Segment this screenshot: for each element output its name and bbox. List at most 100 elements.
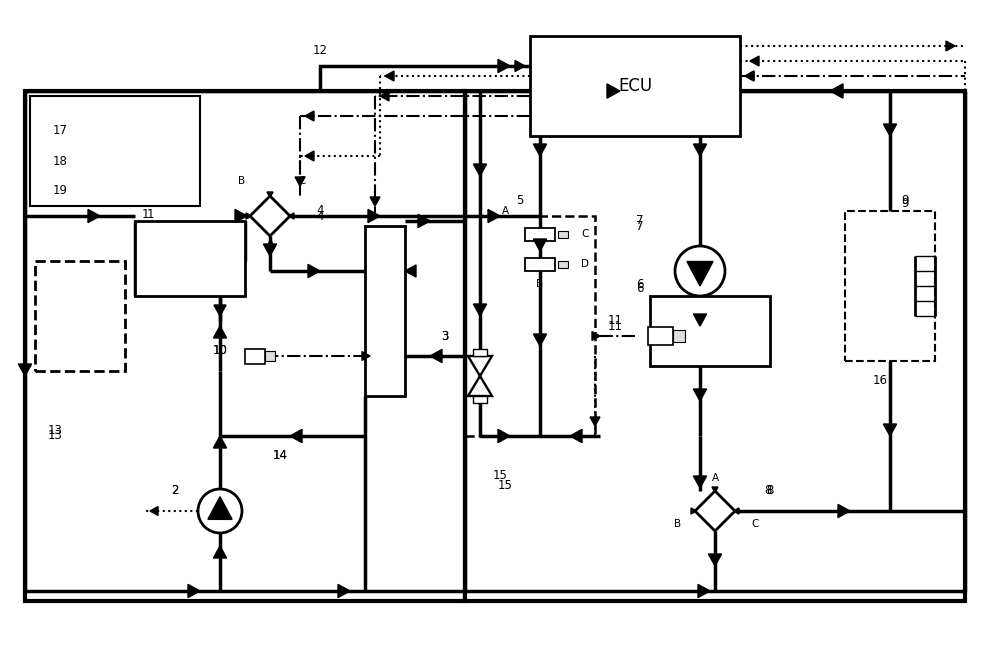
Polygon shape	[188, 584, 200, 598]
Text: 14: 14	[272, 449, 288, 462]
Text: 9: 9	[901, 197, 909, 209]
Polygon shape	[570, 430, 582, 443]
Text: 4: 4	[316, 209, 324, 222]
Bar	[525, 228, 555, 241]
Text: 11: 11	[608, 314, 622, 327]
Polygon shape	[405, 265, 416, 277]
Polygon shape	[88, 209, 100, 222]
Polygon shape	[305, 151, 314, 161]
Polygon shape	[533, 144, 547, 156]
Polygon shape	[745, 71, 754, 81]
Text: 6: 6	[636, 277, 644, 291]
Polygon shape	[607, 84, 620, 98]
Bar	[473, 396, 487, 403]
Polygon shape	[250, 196, 290, 236]
Polygon shape	[18, 364, 32, 376]
Polygon shape	[288, 213, 294, 219]
Text: A: A	[711, 473, 719, 483]
Bar	[30, 96, 200, 206]
Polygon shape	[214, 305, 226, 316]
Text: C: C	[298, 176, 306, 186]
Polygon shape	[308, 264, 320, 277]
Text: 1: 1	[141, 207, 149, 220]
Polygon shape	[305, 111, 314, 121]
Bar	[648, 327, 672, 345]
Polygon shape	[590, 417, 600, 426]
Text: 8: 8	[766, 485, 774, 497]
Polygon shape	[213, 436, 227, 448]
Polygon shape	[533, 334, 547, 346]
Text: C: C	[751, 519, 759, 529]
Polygon shape	[338, 584, 350, 598]
Bar	[365, 226, 405, 396]
Polygon shape	[430, 350, 442, 363]
Polygon shape	[515, 60, 525, 72]
Polygon shape	[295, 177, 305, 186]
Polygon shape	[235, 209, 247, 222]
Polygon shape	[691, 508, 696, 514]
Text: 8: 8	[764, 485, 772, 497]
Polygon shape	[592, 331, 600, 340]
Polygon shape	[698, 584, 710, 598]
Bar	[558, 231, 568, 238]
Polygon shape	[208, 497, 232, 520]
Bar	[35, 261, 125, 371]
Polygon shape	[468, 376, 492, 396]
Text: 6: 6	[636, 281, 644, 295]
Polygon shape	[708, 554, 722, 566]
Text: 11: 11	[608, 319, 622, 333]
Text: 5: 5	[516, 194, 524, 207]
Text: 7: 7	[636, 215, 644, 228]
Polygon shape	[267, 192, 273, 197]
Polygon shape	[712, 487, 718, 493]
Text: B: B	[674, 519, 682, 529]
Bar	[25, 91, 465, 601]
Text: 18: 18	[53, 155, 67, 167]
Bar	[672, 330, 685, 342]
Polygon shape	[498, 60, 510, 73]
Text: 1: 1	[146, 207, 154, 220]
Polygon shape	[473, 304, 487, 316]
Bar	[530, 36, 740, 136]
Text: 10: 10	[213, 344, 227, 358]
Polygon shape	[830, 84, 843, 98]
Polygon shape	[693, 476, 707, 488]
Polygon shape	[750, 56, 759, 66]
Polygon shape	[213, 546, 227, 558]
Polygon shape	[883, 124, 897, 136]
Polygon shape	[418, 215, 430, 228]
Text: 14: 14	[272, 449, 288, 462]
Text: 3: 3	[441, 329, 449, 342]
Text: 13: 13	[48, 430, 62, 443]
Text: 15: 15	[493, 470, 507, 483]
Text: 16: 16	[872, 375, 888, 388]
Polygon shape	[838, 504, 850, 518]
Polygon shape	[213, 326, 227, 338]
Text: 15: 15	[498, 480, 512, 493]
Polygon shape	[498, 430, 510, 443]
Polygon shape	[687, 262, 713, 286]
Text: 12: 12	[312, 45, 328, 58]
Text: 9: 9	[901, 194, 909, 207]
Text: C: C	[581, 229, 589, 239]
Text: 2: 2	[171, 485, 179, 497]
Bar	[558, 261, 568, 268]
Polygon shape	[468, 356, 492, 376]
Bar	[525, 258, 555, 271]
Text: 19: 19	[52, 184, 68, 197]
Text: 10: 10	[213, 344, 227, 358]
Polygon shape	[380, 91, 389, 101]
Bar	[135, 221, 245, 296]
Polygon shape	[385, 71, 394, 81]
Bar	[465, 216, 595, 436]
Polygon shape	[883, 424, 897, 436]
Text: 17: 17	[52, 125, 68, 138]
Polygon shape	[150, 506, 158, 516]
Circle shape	[198, 489, 242, 533]
Text: A: A	[501, 206, 509, 216]
Text: 13: 13	[48, 424, 62, 438]
Text: A: A	[266, 238, 274, 248]
Polygon shape	[533, 239, 547, 251]
Polygon shape	[246, 213, 252, 219]
Text: 2: 2	[171, 485, 179, 497]
